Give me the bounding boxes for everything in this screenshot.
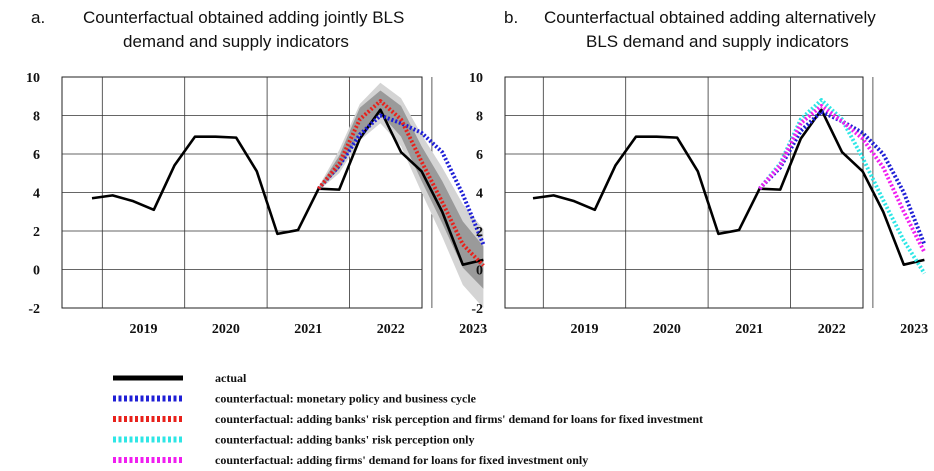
x-tick-label: 2022: [818, 322, 846, 337]
y-tick-label: 2: [33, 225, 40, 240]
legend-label-2: counterfactual: adding banks' risk perce…: [215, 412, 703, 426]
legend-label-3: counterfactual: adding banks' risk perce…: [215, 433, 474, 447]
y-tick-label: 8: [476, 110, 483, 125]
x-tick-label: 2020: [212, 322, 240, 337]
x-tick-label: 2019: [130, 322, 158, 337]
y-tick-label: 0: [33, 264, 40, 279]
panel-a-title-line2: demand and supply indicators: [123, 32, 349, 51]
panel-b-title-line1: Counterfactual obtained adding alternati…: [544, 8, 876, 27]
panel-b-label: b.: [504, 8, 519, 27]
x-tick-label: 2022: [377, 322, 405, 337]
y-tick-label: -2: [28, 302, 40, 317]
x-tick-label: 2023: [459, 322, 487, 337]
confidence-band-1: [318, 90, 484, 289]
panel-b-title-line2: BLS demand and supply indicators: [586, 32, 849, 51]
panel-a-title-line1: Counterfactual obtained adding jointly B…: [83, 8, 405, 27]
series-counterfactual-monetary-policy-and-busin: [758, 109, 927, 246]
x-tick-label: 2021: [735, 322, 763, 337]
legend-label-0: actual: [215, 371, 247, 385]
x-tick-label: 2023: [900, 322, 928, 337]
y-tick-label: 4: [476, 187, 483, 202]
series-counterfactual-adding-firms-demand-for-l: [758, 103, 927, 254]
y-tick-label: -2: [471, 302, 483, 317]
y-tick-label: 10: [469, 71, 483, 86]
series-counterfactual-monetary-policy-and-busin: [317, 113, 486, 246]
x-tick-label: 2019: [571, 322, 599, 337]
y-tick-label: 6: [33, 148, 40, 163]
y-tick-label: 4: [33, 187, 40, 202]
series-actual: [532, 108, 925, 266]
x-tick-label: 2021: [294, 322, 322, 337]
panel-a-label: a.: [31, 8, 46, 27]
y-tick-label: 10: [26, 71, 40, 86]
y-tick-label: 6: [476, 148, 483, 163]
series-counterfactual-adding-banks-risk-percept: [317, 99, 485, 268]
chart-panel-b: -2 0 2 4 6 8 10 2019 2020 2021 2022 2023: [469, 71, 928, 337]
x-tick-label: 2020: [653, 322, 681, 337]
chart-panel-a: -2 0 2 4 6 8 10 2019 2020 2021 2022 2023: [26, 71, 487, 337]
series-actual: [91, 108, 484, 266]
legend-label-1: counterfactual: monetary policy and busi…: [215, 392, 477, 406]
y-tick-label: 8: [33, 110, 40, 125]
y-tick-label: 0: [476, 264, 483, 279]
y-tick-label: 2: [476, 225, 483, 240]
legend: actual counterfactual: monetary policy an…: [113, 371, 703, 467]
legend-label-4: counterfactual: adding firms' demand for…: [215, 453, 588, 467]
